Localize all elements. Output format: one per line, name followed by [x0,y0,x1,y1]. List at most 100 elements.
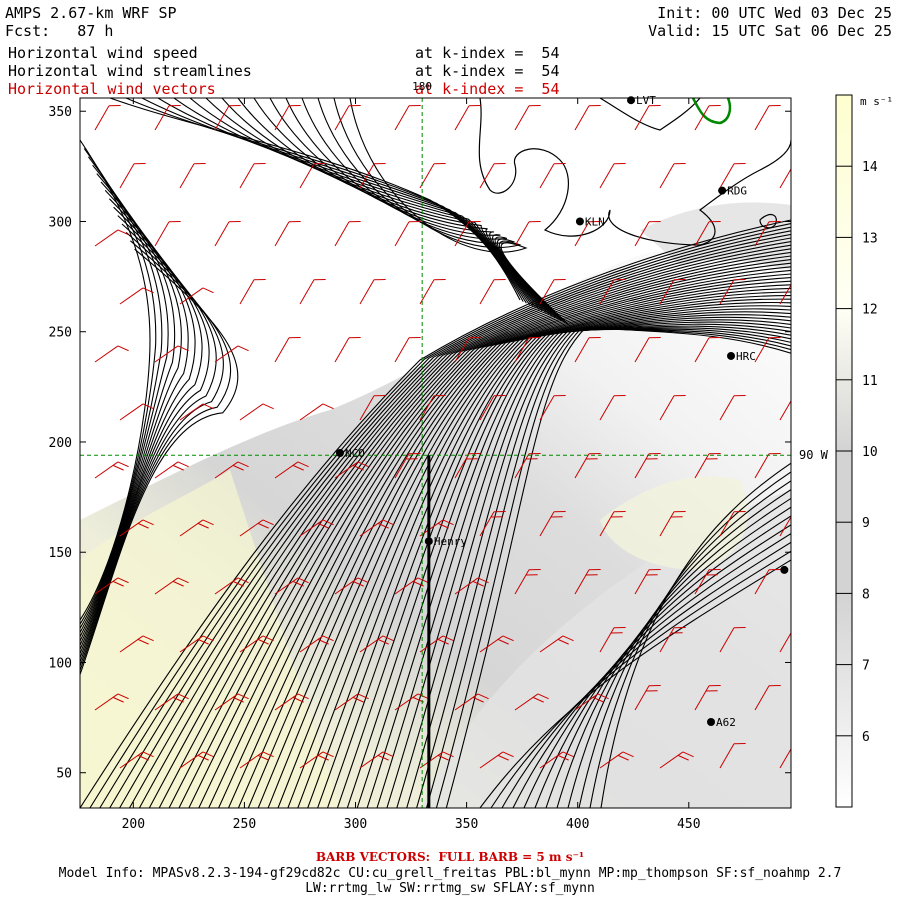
wind-barb [574,105,601,131]
fcst-label: Fcst: [5,22,51,40]
wind-barb [119,163,146,189]
colorbar-unit: m s⁻¹ [860,95,893,108]
x-tick-label: 300 [344,817,367,832]
wind-barb [359,519,394,537]
station-label: RDG [727,185,747,198]
wind-barb [94,693,129,711]
wind-barb [479,751,514,769]
barb-vector-note: BARB VECTORS: FULL BARB = 5 m s⁻¹ [315,850,585,864]
wind-barb [299,519,334,537]
wind-barb [239,635,274,653]
wind-barb [659,751,694,769]
wind-barb [94,345,129,363]
streamline [386,323,791,808]
init-time: Init: 00 UTC Wed 03 Dec 25 [657,4,892,22]
wind-barb [779,279,791,305]
wind-barb [394,337,421,363]
streamline [205,98,540,310]
x-tick-label: 350 [455,817,478,832]
model-title: AMPS 2.67-km WRF SP [5,4,177,22]
wind-barb [574,693,609,711]
wind-barb [299,635,334,653]
wind-barb [419,751,454,769]
wind-barb [394,105,421,131]
streamline [501,541,791,808]
wind-barb [454,221,481,247]
streamline [297,298,791,808]
wind-barb [334,693,369,711]
field-level-vectors: at k-index = 54 [415,80,560,98]
forecast-hour-label: Fcst: 87 h [5,22,113,40]
wind-barb [239,403,274,421]
y-axis: 50 100 150 200 250 300 350 [49,105,791,782]
wind-barb [274,221,301,247]
wind-barb [274,105,301,131]
wind-barb [274,461,309,479]
streamline [346,314,791,808]
wind-barb [659,279,686,305]
wind-barb [154,577,189,595]
wind-barb [94,229,129,247]
streamline [349,98,569,325]
wind-barb [514,453,541,479]
station-label: LVT [636,94,656,107]
wind-barb [154,221,181,247]
colorbar-tick-label: 11 [862,374,878,389]
model-info-line2: LW:rrtmg_lw SW:rrtmg_sw SFLAY:sf_mynn [305,881,595,896]
wind-barb [154,461,189,479]
wind-barb [754,685,781,711]
wind-barb [214,345,249,363]
wind-barb [119,519,154,537]
colorbar-tick-label: 14 [862,160,878,175]
field-name-streamlines: Horizontal wind streamlines [8,62,252,80]
colorbar-tick-label: 13 [862,231,878,246]
station-marker [727,351,736,360]
wind-barb [274,577,309,595]
stations: LVT RDG KLN HRC NCO Henry A62 [335,94,789,729]
map-plot: 180 90 W LVT RDG KLN HRC NCO Henry A62 200 250 3… [49,80,894,832]
wind-barb [514,221,541,247]
station-label: A62 [716,716,736,729]
streamline [89,223,791,808]
y-tick-label: 200 [49,436,72,451]
wind-barb [634,569,661,595]
streamline [109,230,791,808]
streamline [80,240,232,671]
streamline [80,148,157,625]
wind-barb [94,461,129,479]
wind-barb [179,635,214,653]
streamline [277,291,791,808]
colorbar-tick-label: 9 [862,516,870,531]
wind-barb [754,337,781,363]
wind-barb [599,279,626,305]
wind-barb [214,693,249,711]
wind-barb [574,569,601,595]
wind-barb [334,105,361,131]
y-tick-label: 300 [49,215,72,230]
y-tick-label: 250 [49,326,72,341]
streamline [138,241,791,808]
station-marker [627,96,636,105]
streamline [227,273,791,808]
wind-barb [779,395,791,421]
streamline [600,462,791,808]
wind-barb [694,337,721,363]
wind-barb [179,163,206,189]
wind-barb [634,105,661,131]
wind-barb [754,105,781,131]
wind-barb [154,105,181,131]
wind-barb [694,105,721,131]
wind-barb [479,279,506,305]
wind-barb [394,453,421,479]
wind-barb [694,221,721,247]
wind-barb [479,395,506,421]
streamline [158,248,791,808]
wind-barb [779,163,791,189]
wind-barb [94,105,121,131]
colorbar-ticks: 14 13 12 11 10 9 8 7 6 [836,160,878,745]
streamline [523,524,791,808]
station-marker [707,718,716,727]
wind-barb [634,685,661,711]
streamline [336,311,791,808]
streamline [80,156,163,629]
